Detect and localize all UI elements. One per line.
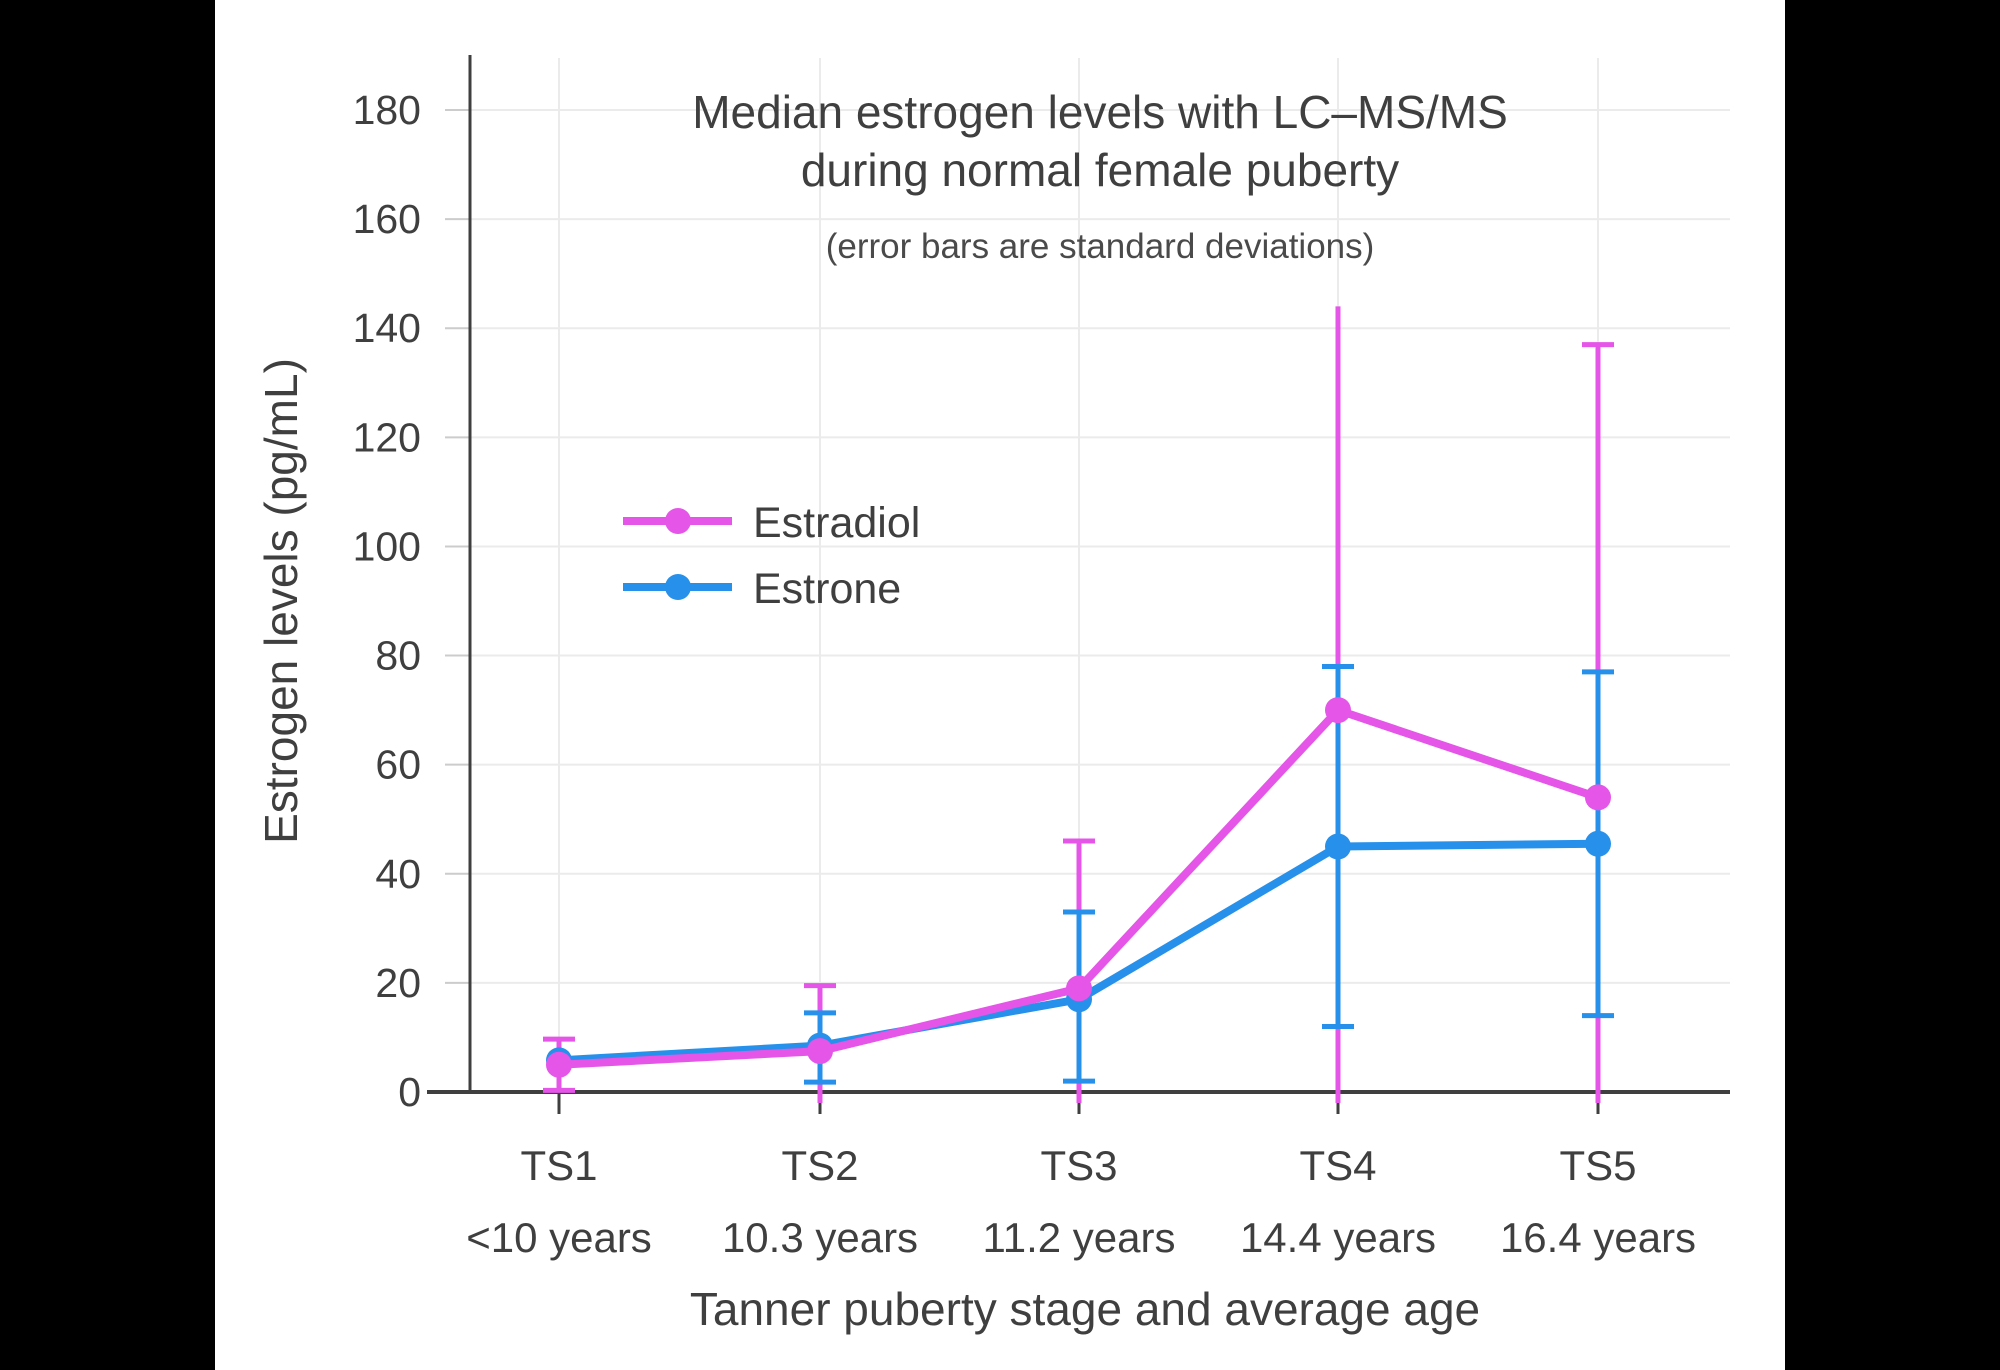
stage-label: TS1 [520,1142,597,1189]
y-axis-tick-label: 40 [375,851,421,897]
chart-subtitle: (error bars are standard deviations) [826,227,1375,266]
stage-label: TS4 [1299,1142,1376,1189]
y-axis-tick-label: 160 [353,196,421,242]
y-axis-tick-label: 100 [353,523,421,569]
data-point-estradiol-ts1 [546,1051,572,1078]
data-point-estrone-ts5 [1585,830,1611,857]
age-label: 14.4 years [1240,1214,1436,1261]
chart-title-line1: Median estrogen levels with LC–MS/MS [692,86,1508,138]
y-axis-tick-label: 0 [398,1069,421,1115]
x-axis-title: Tanner puberty stage and average age [690,1283,1480,1335]
age-label: 11.2 years [983,1214,1176,1261]
legend-label-estradiol: Estradiol [753,499,920,547]
estrogen-puberty-chart: 0 20 40 60 80 100 120 140 160 180 TS1 <10 years TS2 1… [255,55,1730,1335]
y-axis-tick-label: 180 [353,87,421,133]
age-label: 10.3 years [722,1214,918,1261]
chart-title-line2: during normal female puberty [801,144,1399,196]
legend: Estradiol Estrone [623,499,920,613]
stage-label: TS3 [1040,1142,1117,1189]
legend-marker-estrone [665,574,691,600]
y-axis-title: Estrogen levels (pg/mL) [255,358,307,844]
y-axis-tick-label: 80 [375,633,421,679]
y-axis-tick-label: 140 [353,305,421,351]
y-axis-tick-label: 120 [353,414,421,460]
legend-marker-estradiol [665,508,691,534]
data-point-estrone-ts4 [1325,833,1351,860]
stage-label: TS5 [1559,1142,1636,1189]
legend-label-estrone: Estrone [753,565,901,613]
data-point-estradiol-ts3 [1066,975,1092,1002]
data-point-estradiol-ts2 [807,1038,833,1065]
stage-label: TS2 [781,1142,858,1189]
y-axis-tick-label: 60 [375,742,421,788]
data-point-estradiol-ts5 [1585,784,1611,811]
age-label: <10 years [466,1214,652,1261]
chart-canvas: 0 20 40 60 80 100 120 140 160 180 TS1 <10 years TS2 1… [215,0,1785,1370]
plot-area: 0 20 40 60 80 100 120 140 160 180 TS1 <10 years TS2 1… [353,55,1730,1261]
data-point-estradiol-ts4 [1325,697,1351,724]
age-label: 16.4 years [1500,1214,1696,1261]
y-axis-tick-label: 20 [375,960,421,1006]
